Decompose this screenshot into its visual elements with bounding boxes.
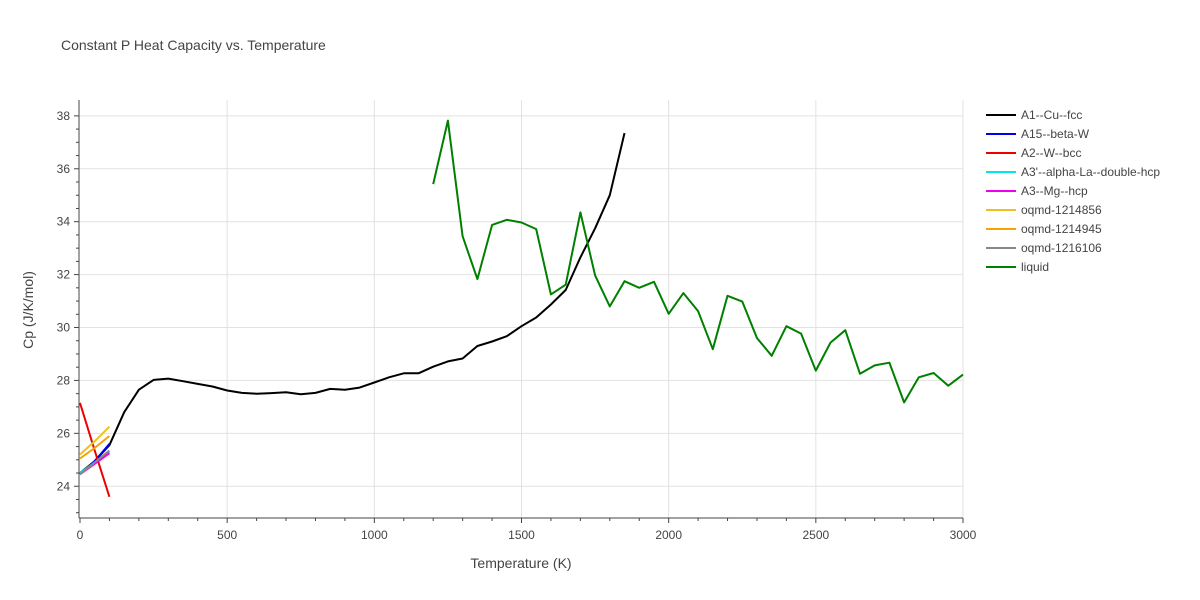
series-line-a2-w-bcc <box>79 402 111 498</box>
x-tick-label: 2000 <box>655 528 682 542</box>
x-tick-label: 3000 <box>950 528 977 542</box>
y-tick-label: 26 <box>57 426 71 440</box>
series-line-a1-cu-fcc <box>79 132 626 474</box>
plot-series-lines <box>79 119 964 498</box>
y-tick-label: 28 <box>57 373 71 387</box>
legend: A1--Cu--fcc A15--beta-W A2--W--bcc A3'--alp… <box>986 108 1160 274</box>
x-tick-label: 1000 <box>361 528 388 542</box>
legend-entry-label: oqmd-1214945 <box>1021 222 1102 236</box>
y-tick-label: 32 <box>57 268 71 282</box>
y-tick-label: 30 <box>57 321 71 335</box>
legend-entry-label: A1--Cu--fcc <box>1021 108 1082 122</box>
legend-entry-label: oqmd-1214856 <box>1021 203 1102 217</box>
legend-entry-label: A3'--alpha-La--double-hcp <box>1021 165 1160 179</box>
legend-entry-label: A2--W--bcc <box>1021 146 1081 160</box>
x-tick-label: 1500 <box>508 528 535 542</box>
series-line-oqmd-1216106 <box>79 449 111 476</box>
x-tick-label: 2500 <box>802 528 829 542</box>
y-axis-title: Cp (J/K/mol) <box>20 271 36 349</box>
y-tick-label: 24 <box>57 479 71 493</box>
legend-entry-label: liquid <box>1021 260 1049 274</box>
chart-title: Constant P Heat Capacity vs. Temperature <box>61 37 326 53</box>
y-tick-label: 38 <box>57 109 71 123</box>
legend-entry-label: oqmd-1216106 <box>1021 241 1102 255</box>
x-tick-label: 0 <box>77 528 84 542</box>
grid-lines <box>80 100 964 518</box>
x-tick-label: 500 <box>217 528 237 542</box>
y-axis-ticks: 24 26 28 30 32 34 36 38 <box>57 109 79 514</box>
series-line-oqmd-1214856 <box>79 425 111 456</box>
legend-entry-label: A15--beta-W <box>1021 127 1090 141</box>
series-line-liquid <box>432 119 964 404</box>
y-tick-label: 36 <box>57 162 71 176</box>
series-line-oqmd-1214945 <box>79 435 111 460</box>
y-tick-label: 34 <box>57 215 71 229</box>
legend-entry-label: A3--Mg--hcp <box>1021 184 1088 198</box>
x-axis-title: Temperature (K) <box>470 555 571 571</box>
x-axis-ticks: 0 500 1000 1500 2000 2500 3000 <box>77 518 977 542</box>
